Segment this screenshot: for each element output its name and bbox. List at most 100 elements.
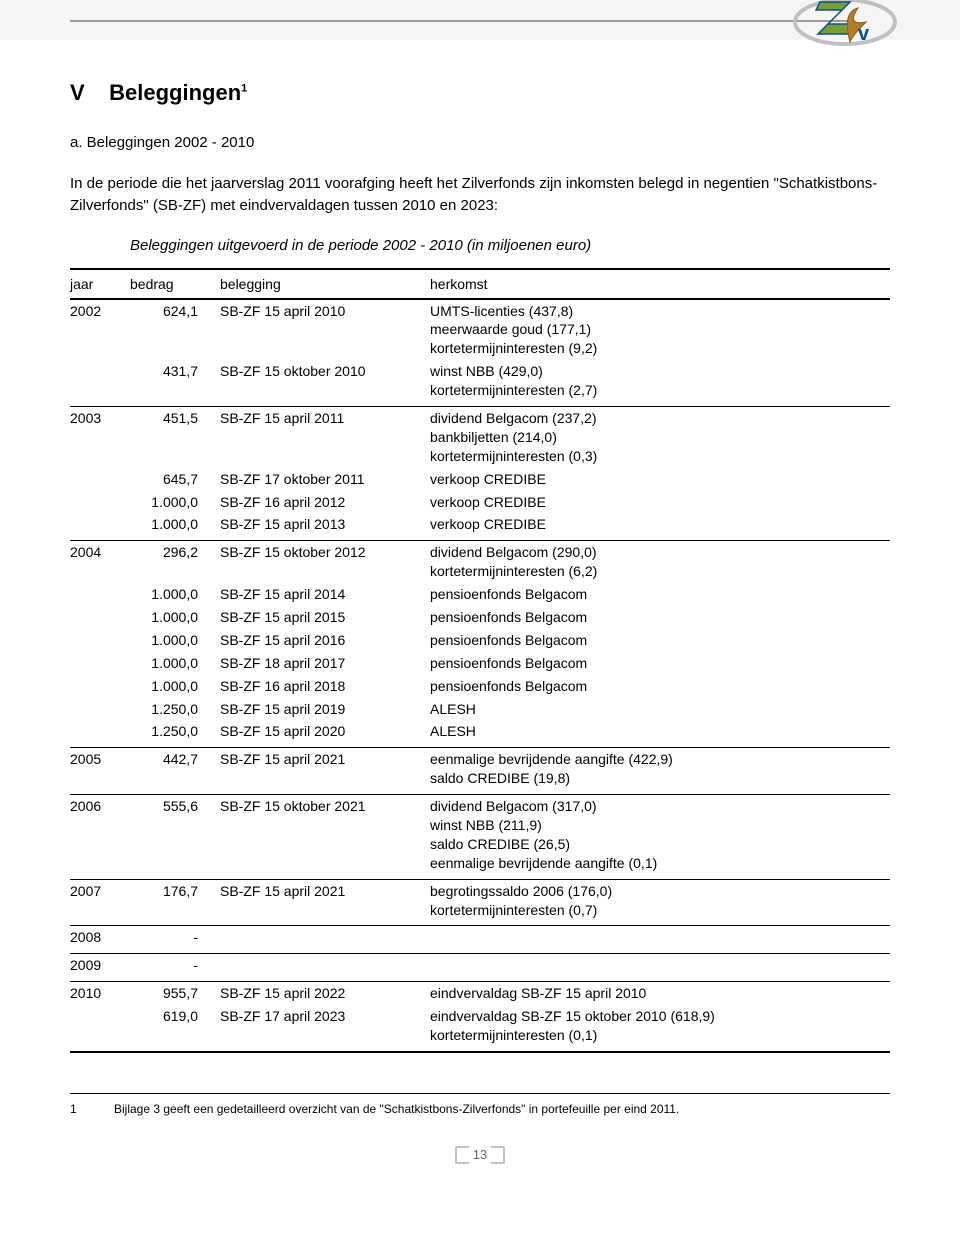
- cell-belegging: SB-ZF 15 april 2022: [220, 982, 430, 1005]
- cell-herkomst: dividend Belgacom (317,0)winst NBB (211,…: [430, 795, 890, 875]
- cell-bedrag: 1.250,0: [130, 698, 220, 721]
- cell-bedrag: 296,2: [130, 541, 220, 583]
- cell-herkomst: dividend Belgacom (290,0)kortetermijnint…: [430, 541, 890, 583]
- table-row: 1.000,0SB-ZF 15 april 2014pensioenfonds …: [70, 583, 890, 606]
- cell-bedrag: 176,7: [130, 879, 220, 921]
- cell-herkomst: [430, 926, 890, 949]
- cell-bedrag: 442,7: [130, 748, 220, 790]
- subsection-heading: a. Beleggingen 2002 - 2010: [70, 134, 890, 151]
- cell-bedrag: 431,7: [130, 360, 220, 402]
- intro-paragraph: In de periode die het jaarverslag 2011 v…: [70, 173, 890, 217]
- footnote-number: 1: [70, 1102, 84, 1116]
- table-header-row: jaar bedrag belegging herkomst: [70, 269, 890, 299]
- cell-jaar: [70, 606, 130, 629]
- cell-belegging: SB-ZF 15 oktober 2021: [220, 795, 430, 875]
- cell-bedrag: 1.000,0: [130, 652, 220, 675]
- table-row: 2004296,2SB-ZF 15 oktober 2012dividend B…: [70, 541, 890, 583]
- page-bracket-left: [455, 1146, 469, 1164]
- cell-herkomst: winst NBB (429,0)kortetermijninteresten …: [430, 360, 890, 402]
- cell-belegging: SB-ZF 15 april 2013: [220, 513, 430, 536]
- table-row: 1.000,0SB-ZF 18 april 2017pensioenfonds …: [70, 652, 890, 675]
- heading-roman: V: [70, 80, 85, 105]
- table-row: 1.000,0SB-ZF 15 april 2015pensioenfonds …: [70, 606, 890, 629]
- cell-herkomst: pensioenfonds Belgacom: [430, 629, 890, 652]
- cell-belegging: SB-ZF 16 april 2018: [220, 675, 430, 698]
- table-row: 1.000,0SB-ZF 16 april 2018pensioenfonds …: [70, 675, 890, 698]
- cell-jaar: 2010: [70, 982, 130, 1005]
- cell-herkomst: ALESH: [430, 698, 890, 721]
- cell-belegging: SB-ZF 15 oktober 2012: [220, 541, 430, 583]
- table-row: 1.250,0SB-ZF 15 april 2020ALESH: [70, 720, 890, 743]
- cell-belegging: SB-ZF 15 april 2011: [220, 406, 430, 467]
- cell-jaar: [70, 513, 130, 536]
- table-row: 2005442,7SB-ZF 15 april 2021eenmalige be…: [70, 748, 890, 790]
- table-bottom-border: [70, 1052, 890, 1053]
- footnote-rule: [70, 1093, 890, 1094]
- table-row: 2006555,6SB-ZF 15 oktober 2021dividend B…: [70, 795, 890, 875]
- cell-jaar: 2007: [70, 879, 130, 921]
- cell-jaar: 2003: [70, 406, 130, 467]
- table-row: 2002624,1SB-ZF 15 april 2010UMTS-licenti…: [70, 299, 890, 361]
- cell-herkomst: begrotingssaldo 2006 (176,0)kortetermijn…: [430, 879, 890, 921]
- cell-bedrag: 645,7: [130, 468, 220, 491]
- cell-jaar: 2009: [70, 954, 130, 977]
- page-number-value: 13: [469, 1147, 491, 1162]
- cell-jaar: [70, 360, 130, 402]
- page-number: 13: [70, 1146, 890, 1164]
- cell-herkomst: pensioenfonds Belgacom: [430, 583, 890, 606]
- cell-herkomst: pensioenfonds Belgacom: [430, 606, 890, 629]
- investments-table: jaar bedrag belegging herkomst 2002624,1…: [70, 268, 890, 1053]
- cell-bedrag: 555,6: [130, 795, 220, 875]
- table-row: 1.000,0SB-ZF 15 april 2013verkoop CREDIB…: [70, 513, 890, 536]
- table-row: 1.000,0SB-ZF 16 april 2012verkoop CREDIB…: [70, 491, 890, 514]
- cell-belegging: SB-ZF 15 april 2015: [220, 606, 430, 629]
- table-row: 431,7SB-ZF 15 oktober 2010winst NBB (429…: [70, 360, 890, 402]
- col-header-herkomst: herkomst: [430, 269, 890, 299]
- footnote-text: Bijlage 3 geeft een gedetailleerd overzi…: [114, 1102, 679, 1116]
- cell-jaar: 2002: [70, 299, 130, 361]
- table-caption: Beleggingen uitgevoerd in de periode 200…: [130, 237, 890, 254]
- header-band: v: [0, 0, 960, 40]
- page-bracket-right: [491, 1146, 505, 1164]
- cell-jaar: [70, 1005, 130, 1047]
- col-header-bedrag: bedrag: [130, 269, 220, 299]
- cell-belegging: SB-ZF 15 oktober 2010: [220, 360, 430, 402]
- cell-jaar: [70, 491, 130, 514]
- cell-herkomst: pensioenfonds Belgacom: [430, 675, 890, 698]
- cell-belegging: [220, 954, 430, 977]
- cell-jaar: [70, 468, 130, 491]
- cell-bedrag: 1.000,0: [130, 513, 220, 536]
- cell-belegging: SB-ZF 15 april 2019: [220, 698, 430, 721]
- cell-jaar: [70, 720, 130, 743]
- cell-herkomst: verkoop CREDIBE: [430, 491, 890, 514]
- cell-bedrag: 1.000,0: [130, 491, 220, 514]
- section-heading: V Beleggingen1: [70, 80, 890, 106]
- cell-jaar: [70, 652, 130, 675]
- cell-herkomst: ALESH: [430, 720, 890, 743]
- table-row: 2003451,5SB-ZF 15 april 2011dividend Bel…: [70, 406, 890, 467]
- table-row: 2008-: [70, 926, 890, 949]
- cell-bedrag: 1.000,0: [130, 606, 220, 629]
- table-row: 1.000,0SB-ZF 15 april 2016pensioenfonds …: [70, 629, 890, 652]
- cell-belegging: SB-ZF 16 april 2012: [220, 491, 430, 514]
- cell-herkomst: verkoop CREDIBE: [430, 513, 890, 536]
- cell-bedrag: 955,7: [130, 982, 220, 1005]
- cell-jaar: [70, 698, 130, 721]
- cell-jaar: 2006: [70, 795, 130, 875]
- table-row: 2009-: [70, 954, 890, 977]
- heading-title: Beleggingen: [109, 80, 241, 105]
- cell-belegging: SB-ZF 15 april 2014: [220, 583, 430, 606]
- cell-belegging: [220, 926, 430, 949]
- table-row: 2007176,7SB-ZF 15 april 2021begrotingssa…: [70, 879, 890, 921]
- cell-bedrag: 624,1: [130, 299, 220, 361]
- col-header-jaar: jaar: [70, 269, 130, 299]
- cell-belegging: SB-ZF 15 april 2021: [220, 748, 430, 790]
- cell-bedrag: 1.000,0: [130, 675, 220, 698]
- cell-belegging: SB-ZF 15 april 2016: [220, 629, 430, 652]
- table-row: 645,7SB-ZF 17 oktober 2011verkoop CREDIB…: [70, 468, 890, 491]
- cell-bedrag: 1.000,0: [130, 583, 220, 606]
- table-row: 619,0SB-ZF 17 april 2023eindvervaldag SB…: [70, 1005, 890, 1047]
- cell-herkomst: eindvervaldag SB-ZF 15 april 2010: [430, 982, 890, 1005]
- cell-bedrag: 1.250,0: [130, 720, 220, 743]
- table-row: 2010955,7SB-ZF 15 april 2022eindvervalda…: [70, 982, 890, 1005]
